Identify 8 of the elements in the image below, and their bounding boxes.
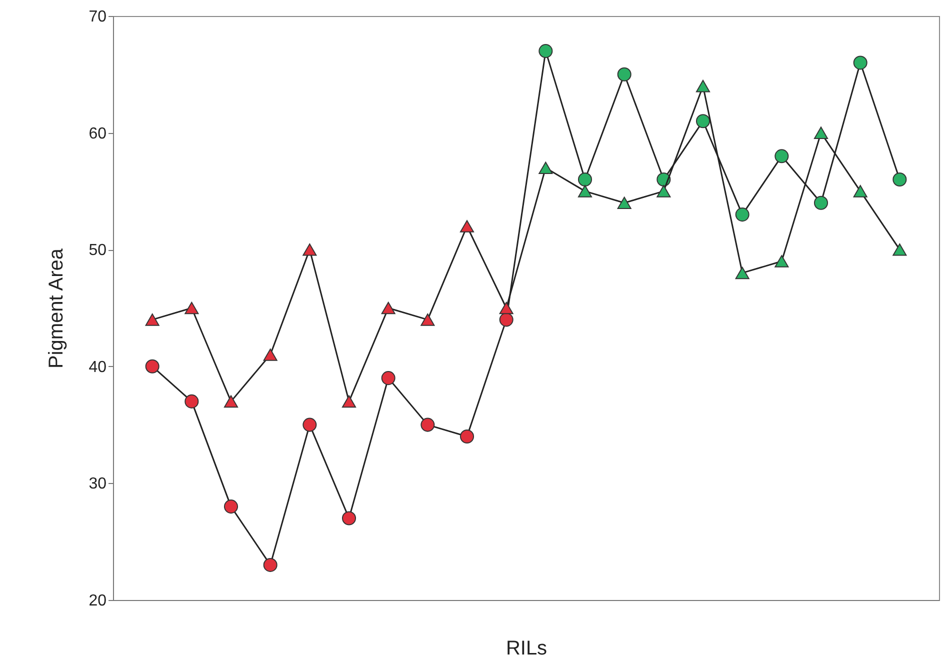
y-tick-label: 40 (88, 358, 107, 376)
y-tick-label: 20 (88, 592, 107, 610)
y-axis-title: Pigment Area (46, 248, 68, 369)
y-tick-label: 70 (88, 8, 107, 26)
y-tick-label: 50 (88, 242, 107, 260)
x-axis-title: RILs (506, 638, 548, 660)
y-tick-label: 60 (88, 125, 107, 142)
y-tick-label: 30 (88, 476, 107, 493)
